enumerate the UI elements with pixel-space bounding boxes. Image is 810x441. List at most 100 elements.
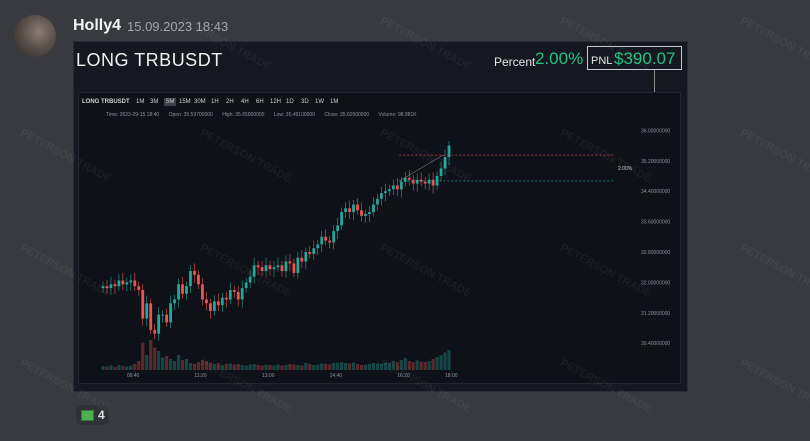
volume-bar bbox=[355, 364, 360, 370]
timeframe-button[interactable]: 1H bbox=[211, 99, 219, 105]
timeframe-button[interactable]: 12H bbox=[270, 99, 282, 105]
candle-body bbox=[256, 265, 260, 268]
volume-bar bbox=[288, 364, 292, 370]
candle-body bbox=[117, 280, 121, 287]
timeframe-button[interactable]: 1M bbox=[330, 99, 339, 105]
candle-body bbox=[121, 280, 125, 285]
reaction-button[interactable]: 4 bbox=[76, 405, 109, 425]
timeframe-button[interactable]: 4H bbox=[241, 99, 249, 105]
candle-body bbox=[415, 179, 419, 184]
candle-body bbox=[348, 208, 351, 213]
volume-bar bbox=[363, 364, 368, 370]
volume-bar bbox=[133, 364, 137, 370]
volume-bar bbox=[125, 366, 129, 370]
volume-bar bbox=[371, 363, 376, 370]
volume-bar bbox=[423, 362, 427, 370]
volume-bar bbox=[284, 365, 288, 370]
candle-body bbox=[328, 240, 332, 243]
y-tick-label: 32.80000000 bbox=[641, 250, 670, 256]
volume-bar bbox=[415, 360, 419, 370]
ohlc-time: Time: 2023-09-15 18:40 bbox=[106, 112, 160, 118]
candle-body bbox=[228, 290, 232, 300]
ohlc-low: Low: 35.49100000 bbox=[273, 112, 315, 118]
candle-body bbox=[177, 284, 180, 300]
volume-bar bbox=[184, 359, 189, 370]
volume-bar bbox=[296, 365, 300, 370]
candle-body bbox=[193, 271, 196, 275]
volume-bar bbox=[169, 359, 173, 370]
candle-body bbox=[316, 244, 320, 249]
candle-body bbox=[197, 274, 200, 285]
pnl-label: PNL bbox=[591, 55, 613, 67]
candle-body bbox=[336, 225, 340, 232]
candle-body bbox=[264, 265, 268, 271]
timeframe-button[interactable]: 15M bbox=[179, 99, 191, 105]
candle-body bbox=[427, 179, 431, 184]
candle-body bbox=[272, 267, 276, 270]
avatar[interactable] bbox=[14, 15, 56, 57]
ohlc-close: Close: 35.60500000 bbox=[324, 112, 370, 118]
volume-bar bbox=[347, 363, 352, 370]
candle-body bbox=[101, 286, 105, 289]
candle-body bbox=[403, 177, 407, 182]
volume-bar bbox=[312, 365, 316, 370]
timeframe-button[interactable]: 1M bbox=[136, 99, 145, 105]
volume-bar bbox=[359, 365, 364, 370]
volume-bar bbox=[105, 366, 109, 370]
candle-body bbox=[212, 301, 216, 311]
volume-bar bbox=[212, 364, 216, 370]
trade-card-image[interactable]: LONG TRBUSDT Percent 2.00% PNL $390.07 P… bbox=[73, 41, 688, 392]
candle-body bbox=[292, 263, 296, 273]
candle-body bbox=[244, 282, 248, 289]
volume-bar bbox=[260, 365, 264, 370]
candle-body bbox=[407, 177, 411, 180]
volume-bar bbox=[308, 364, 312, 370]
volume-bar bbox=[101, 366, 105, 370]
candle-body bbox=[344, 208, 347, 213]
trade-title: LONG TRBUSDT bbox=[76, 50, 223, 70]
volume-bar bbox=[351, 362, 356, 370]
volume-bar bbox=[411, 362, 415, 370]
candle-body bbox=[141, 290, 145, 319]
volume-bar bbox=[204, 361, 208, 370]
y-tick-label: 30.40000000 bbox=[641, 341, 670, 347]
timeframe-button[interactable]: 1D bbox=[286, 99, 294, 105]
candle-body bbox=[376, 198, 379, 205]
candle-body bbox=[300, 257, 304, 262]
volume-bar bbox=[208, 363, 212, 370]
candle-body bbox=[447, 145, 451, 157]
candle-body bbox=[208, 303, 212, 311]
volume-bar bbox=[256, 365, 260, 370]
candle-body bbox=[165, 314, 169, 323]
timeframe-button[interactable]: 3D bbox=[301, 99, 309, 105]
volume-bar bbox=[157, 351, 161, 370]
y-tick-label: 34.40000000 bbox=[641, 189, 670, 195]
x-tick-label: 09:40 bbox=[127, 373, 140, 379]
timeframe-button[interactable]: 30M bbox=[194, 99, 206, 105]
volume-bar bbox=[188, 363, 193, 370]
candle-body bbox=[280, 265, 284, 271]
candle-body bbox=[109, 284, 113, 289]
candle-body bbox=[173, 299, 176, 304]
timeframe-button[interactable]: 5M bbox=[164, 98, 177, 106]
timeframe-button[interactable]: 6H bbox=[256, 99, 264, 105]
candle-body bbox=[189, 271, 192, 287]
candle-body bbox=[268, 265, 272, 270]
volume-bar bbox=[387, 363, 391, 370]
volume-bar bbox=[141, 342, 145, 370]
candle-body bbox=[236, 291, 240, 300]
volume-bar bbox=[292, 364, 296, 370]
pnl-value: $390.07 bbox=[614, 49, 676, 68]
candle-body bbox=[220, 297, 224, 306]
candle-body bbox=[153, 329, 157, 334]
volume-bar bbox=[399, 360, 403, 370]
candle-body bbox=[248, 276, 252, 283]
percent-value: 2.00% bbox=[535, 49, 584, 68]
timeframe-button[interactable]: 2H bbox=[226, 99, 234, 105]
candle-body bbox=[288, 261, 292, 264]
x-tick-label: 16:20 bbox=[397, 373, 410, 379]
username[interactable]: Holly4 bbox=[73, 17, 122, 34]
timeframe-button[interactable]: 3M bbox=[150, 99, 159, 105]
ohlc-readout: Time: 2023-09-15 18:40 Open: 35.59700000… bbox=[106, 112, 425, 118]
timeframe-button[interactable]: 1W bbox=[315, 99, 324, 105]
